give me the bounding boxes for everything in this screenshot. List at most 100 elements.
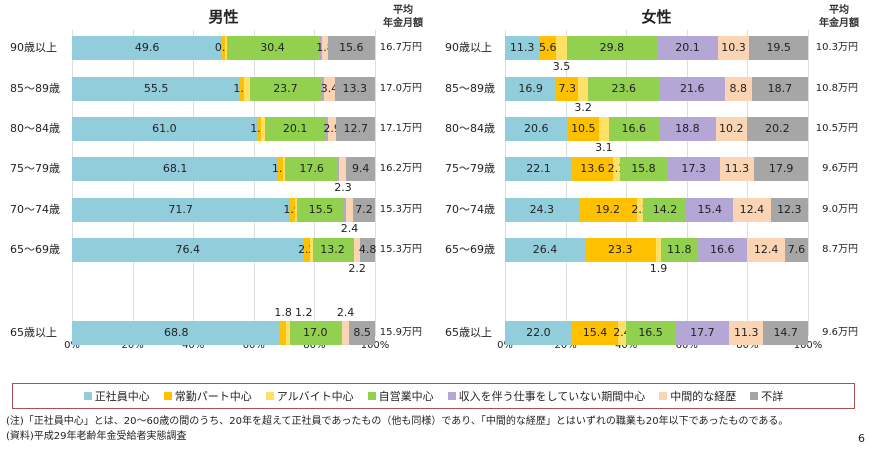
- bar-segment: 20.1: [264, 117, 326, 141]
- bar-segment: 8.8: [724, 77, 752, 101]
- data-label: 8.8: [729, 82, 748, 95]
- data-label: 68.8: [163, 326, 189, 339]
- bar-segment: 26.4: [505, 238, 585, 262]
- data-label: 18.7: [767, 82, 793, 95]
- data-label: 71.7: [168, 203, 193, 216]
- category-label: 65～69歳: [10, 243, 60, 256]
- bar-segment: 12.4: [733, 198, 771, 222]
- source-note: (資料)平成29年老齢年金受給者実態調査: [6, 431, 187, 442]
- legend-label: 正社員中心: [94, 390, 150, 403]
- stacked-bar: 16.9 7.3 3.2 23.6 21.6 8.8 18.7: [505, 77, 809, 114]
- bar-segment: 15.4: [686, 198, 734, 222]
- bar-segment: 8.5: [349, 321, 375, 345]
- data-label: 16.6: [709, 243, 735, 256]
- data-label: 61.0: [152, 122, 177, 135]
- amount-header-line: 平均: [829, 5, 849, 16]
- category-label: 90歳以上: [445, 41, 492, 54]
- legend-swatch: [659, 392, 668, 400]
- gridline: [747, 30, 749, 336]
- data-label: 8.5: [353, 326, 371, 339]
- x-tick-label: 100%: [360, 340, 390, 351]
- bar-segment: 49.6: [72, 36, 223, 60]
- bar-segment: 13.2: [312, 238, 353, 262]
- bar-segment: 21.6: [659, 77, 725, 101]
- bar-segment: 17.3: [667, 157, 720, 181]
- data-label: 15.6: [339, 41, 364, 54]
- bar-segment: 12.3: [770, 198, 808, 222]
- bar-segment: 11.3: [505, 36, 540, 60]
- bar-segment: 16.6: [608, 117, 659, 141]
- amount-header-line: 平均: [393, 5, 413, 16]
- bar-segment: 11.3: [729, 321, 764, 345]
- data-label: 11.8: [666, 243, 692, 256]
- data-label: 7.6: [787, 243, 806, 256]
- data-label: 11.3: [509, 41, 535, 54]
- x-tick-label: 40%: [615, 340, 638, 351]
- data-label: 9.4: [351, 162, 370, 175]
- bar-segment: [325, 117, 328, 141]
- legend-label: 中間的な経歴: [670, 390, 737, 403]
- bar-segment: 23.3: [584, 238, 656, 262]
- data-label: 11.3: [734, 326, 759, 339]
- bar-segment: 15.5: [297, 198, 345, 222]
- legend-label: 収入を伴う仕事をしていない期間中心: [458, 390, 646, 403]
- amount-header-line: 年金月額: [383, 18, 423, 29]
- legend-swatch: [265, 392, 274, 400]
- data-label: 12.4: [739, 203, 765, 216]
- x-tick-label: 60%: [675, 340, 698, 351]
- data-label: 16.6: [621, 122, 647, 135]
- stacked-bar: 76.4 2.2 13.2 2.2 4.8: [72, 238, 376, 275]
- data-label: 20.6: [523, 122, 549, 135]
- bar-segment: 15.8: [619, 157, 668, 181]
- data-label: 10.5: [571, 122, 596, 135]
- bar-segment: 3.1: [595, 117, 613, 154]
- amount-value: 17.0万円: [379, 83, 422, 94]
- data-label: 12.4: [753, 243, 779, 256]
- data-label: 49.6: [134, 41, 160, 54]
- bar-segment: [282, 157, 285, 181]
- bar-segment: 3.4: [321, 77, 338, 101]
- data-label: 1.2: [294, 306, 313, 319]
- bar-segment: 18.8: [658, 117, 716, 141]
- legend-item: 自営業中心: [367, 388, 434, 404]
- data-label: 2.4: [336, 306, 355, 319]
- data-label: 13.3: [342, 82, 368, 95]
- chart-title: 男性: [208, 8, 239, 26]
- bar-segment: 18.7: [751, 77, 809, 101]
- bar-segment: 9.4: [346, 157, 375, 181]
- data-label: 2.2: [348, 262, 366, 275]
- bar-segment: 1.8: [274, 306, 292, 345]
- stacked-bar: 68.8 1.8 1.2 17.0 2.4 8.5: [72, 306, 375, 345]
- legend-item: 収入を伴う仕事をしていない期間中心: [447, 388, 646, 404]
- data-label: 10.3: [721, 41, 746, 54]
- x-tick-label: 80%: [736, 340, 759, 351]
- stacked-bar: 22.0 15.4 2.4 16.5 17.7 11.3 14.7: [505, 321, 808, 345]
- bar-segment: 16.5: [625, 321, 676, 345]
- bar-segment: 15.4: [571, 321, 619, 345]
- gridline: [375, 30, 376, 336]
- legend-item: アルバイト中心: [265, 388, 354, 404]
- bar-segment: 20.2: [746, 117, 808, 141]
- x-tick-label: 0%: [64, 340, 80, 351]
- bar-segment: 7.3: [556, 77, 579, 101]
- bar-segment: 19.5: [749, 36, 809, 60]
- data-label: 23.3: [608, 243, 633, 256]
- data-label: 17.9: [768, 162, 794, 175]
- bar-segment: 2.3: [334, 157, 352, 194]
- gridline: [686, 30, 688, 336]
- data-label: 30.4: [260, 41, 285, 54]
- category-label: 65歳以上: [445, 326, 492, 339]
- stacked-bar: 68.1 1.5 17.6 2.3 9.4: [72, 157, 375, 194]
- bar-segment: 17.7: [675, 321, 730, 345]
- data-label: 24.3: [529, 203, 555, 216]
- data-label: 68.1: [162, 162, 188, 175]
- data-label: 15.8: [631, 162, 656, 175]
- bar-segment: 22.0: [505, 321, 572, 345]
- data-label: 13.6: [580, 162, 605, 175]
- amount-value: 17.1万円: [379, 123, 422, 134]
- data-label: 7.2: [355, 203, 373, 216]
- data-label: 26.4: [532, 243, 558, 256]
- bar-segment: [225, 36, 227, 60]
- category-label: 75～79歳: [445, 162, 495, 175]
- data-label: 14.7: [773, 326, 798, 339]
